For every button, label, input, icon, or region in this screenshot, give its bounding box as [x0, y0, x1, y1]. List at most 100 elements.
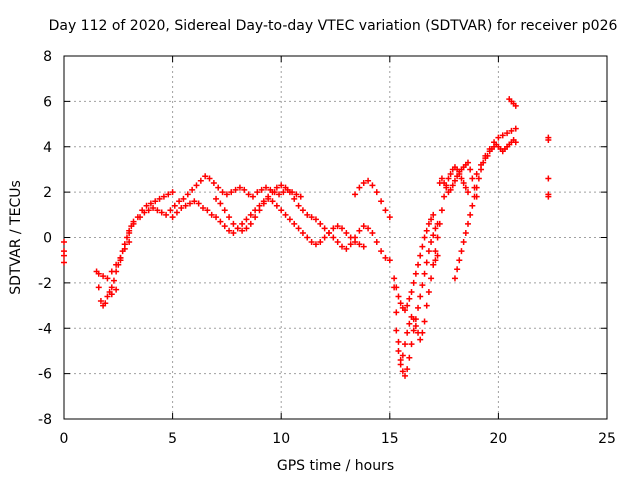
- data-point: [425, 248, 432, 255]
- data-point: [297, 193, 304, 200]
- data-point: [110, 277, 117, 284]
- data-point: [234, 225, 241, 232]
- data-point: [410, 279, 417, 286]
- data-point: [108, 291, 115, 298]
- data-point: [236, 184, 243, 191]
- y-axis: -8 -6 -4 -2 0 2 4 6 8: [38, 49, 607, 428]
- data-point: [417, 293, 424, 300]
- data-point: [230, 229, 237, 236]
- data-point: [473, 170, 480, 177]
- data-point: [475, 175, 482, 182]
- data-point: [445, 175, 452, 182]
- data-point: [280, 189, 287, 196]
- data-point: [460, 180, 467, 187]
- data-point: [464, 189, 471, 196]
- data-point: [249, 193, 256, 200]
- data-point: [365, 225, 372, 232]
- y-tick-label: 2: [43, 185, 52, 201]
- data-point: [423, 227, 430, 234]
- y-tick-label: 0: [43, 231, 52, 247]
- data-point: [402, 307, 409, 314]
- data-point: [545, 193, 552, 200]
- data-point: [265, 193, 272, 200]
- data-point: [360, 180, 367, 187]
- data-point: [61, 239, 67, 246]
- data-point: [230, 220, 237, 227]
- data-point: [321, 234, 328, 241]
- y-tick-label: 8: [43, 49, 52, 65]
- y-axis-label: SDTVAR / TECUs: [8, 180, 24, 295]
- data-point: [428, 239, 435, 246]
- data-point: [317, 239, 324, 246]
- x-tick-label: 10: [272, 431, 290, 447]
- data-point: [486, 146, 493, 153]
- data-point: [217, 200, 224, 207]
- data-point: [434, 252, 441, 259]
- data-point: [145, 207, 152, 214]
- data-point: [215, 184, 222, 191]
- y-tick-label: 6: [43, 94, 52, 110]
- data-point: [191, 198, 198, 205]
- x-axis-label: GPS time / hours: [277, 458, 394, 474]
- data-point: [454, 173, 461, 180]
- data-point: [299, 207, 306, 214]
- data-point: [100, 273, 107, 280]
- data-point: [210, 180, 217, 187]
- data-point: [378, 198, 385, 205]
- data-point: [228, 189, 235, 196]
- data-point: [430, 261, 437, 268]
- data-point: [369, 182, 376, 189]
- data-point: [304, 211, 311, 218]
- data-point: [321, 225, 328, 232]
- data-point: [460, 239, 467, 246]
- data-point: [449, 182, 456, 189]
- data-point: [447, 170, 454, 177]
- data-point: [221, 207, 228, 214]
- data-point: [221, 223, 228, 230]
- data-point: [169, 189, 176, 196]
- plot-frame: [63, 55, 608, 420]
- data-point: [169, 214, 176, 221]
- data-point: [141, 209, 148, 216]
- data-point: [428, 275, 435, 282]
- data-point: [512, 125, 519, 132]
- data-point: [247, 220, 254, 227]
- data-point: [410, 327, 417, 334]
- data-point: [423, 302, 430, 309]
- x-tick-label: 20: [489, 431, 507, 447]
- data-point: [373, 189, 380, 196]
- data-point: [123, 234, 130, 241]
- data-point: [343, 229, 350, 236]
- series-track-14: [506, 96, 519, 109]
- data-point: [391, 275, 398, 282]
- data-point: [382, 254, 389, 261]
- series-track-1: [61, 239, 67, 266]
- data-point: [406, 295, 413, 302]
- data-point: [432, 248, 439, 255]
- data-point: [415, 261, 422, 268]
- data-point: [213, 195, 220, 202]
- data-point: [276, 191, 283, 198]
- data-point: [286, 216, 293, 223]
- data-point: [95, 270, 102, 277]
- data-point: [254, 189, 261, 196]
- data-point: [386, 214, 393, 221]
- data-point: [399, 352, 406, 359]
- data-point: [347, 241, 354, 248]
- data-point: [269, 189, 276, 196]
- data-point: [441, 193, 448, 200]
- data-point: [160, 193, 167, 200]
- data-point: [330, 225, 337, 232]
- data-point: [499, 132, 506, 139]
- y-tick-label: 4: [43, 140, 52, 156]
- data-point: [213, 214, 220, 221]
- data-point: [204, 207, 211, 214]
- data-point: [352, 191, 359, 198]
- data-point: [247, 211, 254, 218]
- data-point: [258, 186, 265, 193]
- data-point: [382, 207, 389, 214]
- data-point: [206, 175, 213, 182]
- data-point: [252, 214, 259, 221]
- data-point: [171, 202, 178, 209]
- data-point: [104, 275, 111, 282]
